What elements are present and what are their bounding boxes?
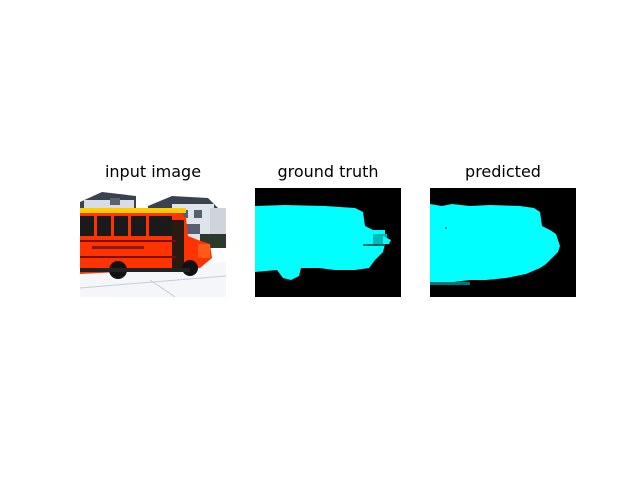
panel-title-input: input image xyxy=(104,162,202,181)
segmentation-mask xyxy=(430,188,576,297)
segmentation-mask xyxy=(255,188,401,297)
ground-truth-panel xyxy=(255,188,401,297)
input-image-panel xyxy=(80,188,226,297)
panel-title-ground-truth: ground truth xyxy=(277,162,379,181)
predicted-panel xyxy=(430,188,576,297)
school-bus-photo xyxy=(80,188,226,297)
panel-title-predicted: predicted xyxy=(465,162,541,181)
